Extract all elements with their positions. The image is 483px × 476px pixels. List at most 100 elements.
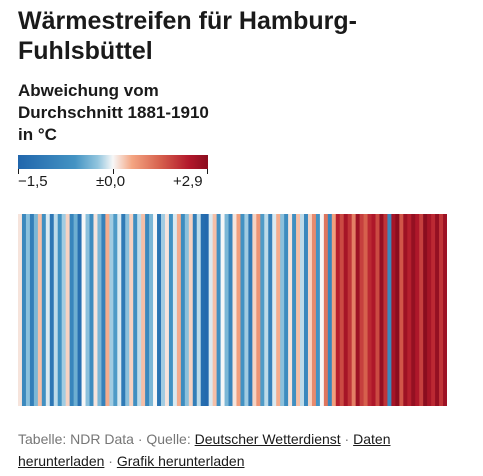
stripe [252, 214, 257, 406]
legend-title: Abweichung vom Durchschnitt 1881-1910 in… [18, 81, 209, 144]
stripe [236, 214, 241, 406]
stripe [391, 214, 396, 406]
stripe [184, 214, 190, 406]
graphic-download-link[interactable]: Grafik herunterladen [116, 453, 245, 469]
stripe [268, 214, 273, 406]
stripe [41, 214, 47, 406]
stripe [208, 214, 214, 406]
stripe [443, 214, 447, 406]
stripe [292, 214, 297, 406]
stripe [117, 214, 122, 406]
stripe [105, 214, 110, 406]
stripe [204, 214, 210, 406]
stripe [93, 214, 98, 406]
stripe [359, 214, 364, 406]
stripe [57, 214, 63, 406]
stripe [315, 214, 321, 406]
source-footer: Tabelle: NDR Data · Quelle: Deutscher We… [18, 428, 448, 472]
legend-color-bar [18, 155, 208, 169]
stripe [145, 214, 150, 406]
legend-tick-max [207, 169, 208, 174]
stripe [97, 214, 102, 406]
stripe [288, 214, 293, 406]
stripe [61, 214, 67, 406]
stripe [18, 214, 23, 406]
stripe [196, 214, 202, 406]
legend-mid-label: ±0,0 [96, 173, 126, 190]
stripe [53, 214, 59, 406]
warming-stripes-chart [18, 214, 447, 406]
stripe [224, 214, 229, 406]
stripe [411, 214, 416, 406]
stripe [101, 214, 106, 406]
legend-tick-mid [113, 169, 114, 174]
stripe [256, 214, 261, 406]
stripe [228, 214, 233, 406]
stripe [300, 214, 305, 406]
stripe [176, 214, 182, 406]
stripe [149, 214, 154, 406]
stripe [21, 214, 27, 406]
stripe [371, 214, 376, 406]
stripe [327, 214, 333, 406]
stripe [367, 214, 372, 406]
stripe [81, 214, 86, 406]
stripe [439, 214, 444, 406]
stripe [232, 214, 237, 406]
stripe [339, 214, 345, 406]
stripe [331, 214, 337, 406]
stripe [431, 214, 436, 406]
stripe [25, 214, 31, 406]
stripe [216, 214, 221, 406]
stripe [395, 214, 400, 406]
stripe [248, 214, 253, 406]
stripe [407, 214, 412, 406]
legend-min-label: −1,5 [18, 173, 48, 190]
stripe [240, 214, 245, 406]
stripe [188, 214, 194, 406]
stripe [113, 214, 118, 406]
stripe [307, 214, 313, 406]
source-prefix: Tabelle: NDR Data · Quelle: [18, 431, 195, 447]
stripe [260, 214, 265, 406]
stripe [153, 214, 158, 406]
stripe [157, 214, 162, 406]
legend-max-label: +2,9 [173, 173, 203, 190]
stripe [244, 214, 249, 406]
page-title: Wärmestreifen für Hamburg-Fuhlsbüttel [18, 7, 357, 65]
stripe [37, 214, 43, 406]
stripe [125, 214, 130, 406]
data-download-link[interactable]: Daten herunterladen [18, 431, 391, 469]
stripe [399, 214, 404, 406]
stripe [355, 214, 361, 406]
stripe [415, 214, 420, 406]
footer-separator: · [340, 431, 354, 447]
stripe [383, 214, 388, 406]
stripe [69, 214, 75, 406]
stripe [129, 214, 134, 406]
stripe [180, 214, 186, 406]
stripe [49, 214, 55, 406]
stripe [168, 214, 174, 406]
stripe [435, 214, 440, 406]
stripe [403, 214, 408, 406]
footer-separator: · [104, 453, 117, 469]
stripe [33, 214, 39, 406]
stripe [200, 214, 206, 406]
stripe [347, 214, 353, 406]
source-link[interactable]: Deutscher Wetterdienst [194, 431, 341, 447]
stripe [212, 214, 218, 406]
stripe [351, 214, 357, 406]
stripe [137, 214, 142, 406]
legend-tick-min [18, 169, 19, 174]
stripe [363, 214, 368, 406]
stripe [164, 214, 170, 406]
stripe [29, 214, 35, 406]
stripe [379, 214, 384, 406]
stripe [284, 214, 289, 406]
stripe [192, 214, 198, 406]
stripe [121, 214, 126, 406]
stripe [141, 214, 146, 406]
stripe [375, 214, 380, 406]
stripe [85, 214, 90, 406]
